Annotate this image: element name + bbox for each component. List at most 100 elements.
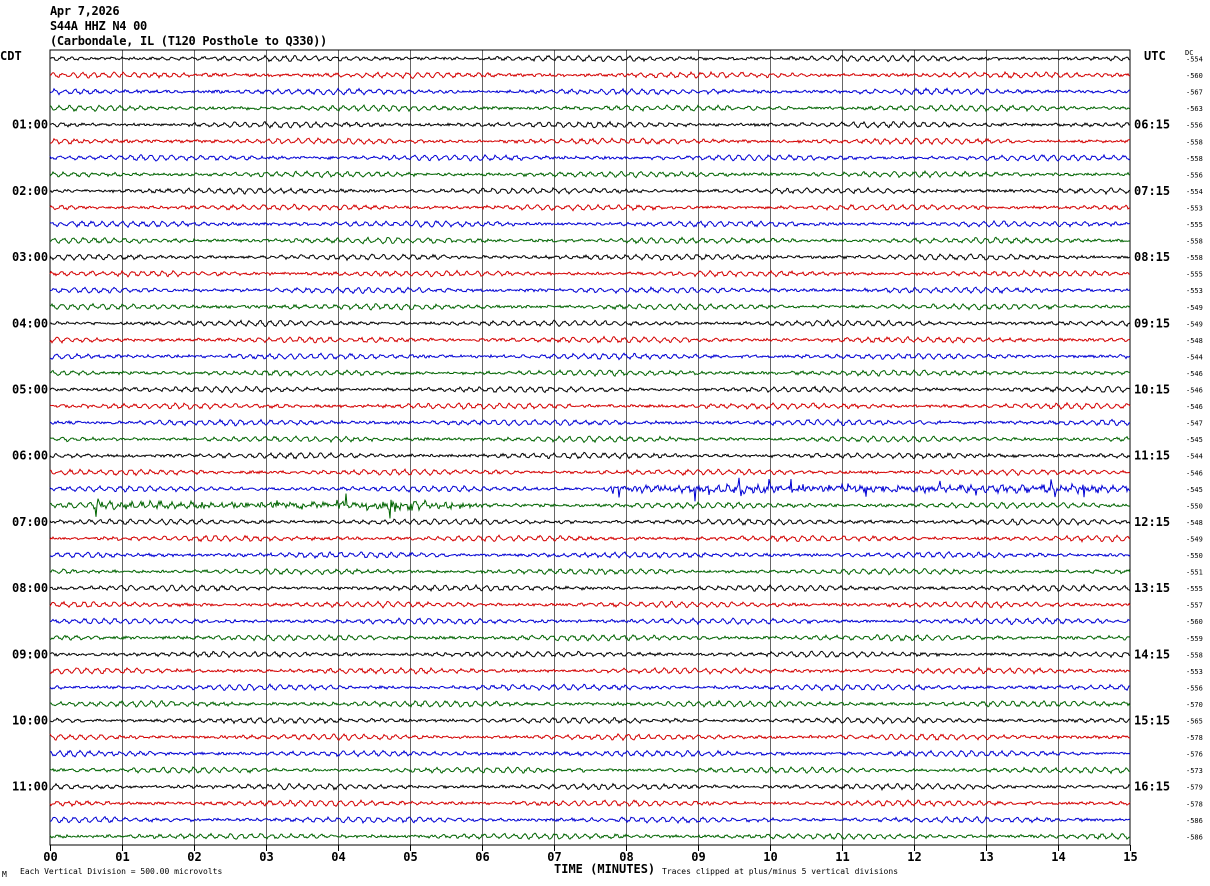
dc-offset-label: -556 (1186, 171, 1203, 179)
trace-row (49, 633, 1131, 642)
x-tick-label: 07 (547, 850, 561, 864)
dc-offset-label: -554 (1186, 56, 1203, 64)
trace-row (49, 253, 1131, 262)
trace-row (49, 732, 1131, 742)
trace-row (49, 203, 1131, 212)
dc-offset-label: -553 (1186, 204, 1203, 212)
dc-offset-label: -586 (1186, 833, 1203, 841)
x-tick-label: 12 (907, 850, 921, 864)
x-axis-title: TIME (MINUTES) (554, 862, 656, 876)
dc-offset-label: -546 (1186, 370, 1203, 378)
dc-offset-label: -557 (1186, 602, 1203, 610)
dc-offset-label: -558 (1186, 155, 1203, 163)
cdt-hour-label: 01:00 (12, 118, 48, 132)
dc-offset-label: -550 (1186, 502, 1203, 510)
x-tick-label: 01 (115, 850, 129, 864)
dc-offset-label: -555 (1186, 585, 1203, 593)
trace-row (49, 120, 1131, 129)
trace-row (49, 477, 1131, 502)
utc-hour-label: 08:15 (1134, 250, 1170, 264)
trace-row (49, 617, 1131, 626)
trace-row (49, 600, 1131, 609)
dc-label: DC (1185, 49, 1194, 57)
seismic-traces: -554 -560 -567 -563 -556 -558 -558 -556 -554 -553… (49, 54, 1203, 841)
trace-row (50, 369, 1131, 378)
trace-row (49, 517, 1131, 527)
dc-offset-label: -551 (1186, 569, 1203, 577)
dc-offset-label: -555 (1186, 221, 1203, 229)
cdt-hour-label: 07:00 (12, 515, 48, 529)
utc-hour-label: 10:15 (1134, 383, 1170, 397)
trace-row (49, 493, 1131, 519)
trace-row (49, 54, 1131, 63)
cdt-hour-label: 06:00 (12, 449, 48, 463)
trace-row (49, 650, 1131, 659)
trace-row (49, 451, 1131, 460)
cdt-hour-label: 05:00 (12, 383, 48, 397)
trace-row (49, 567, 1131, 576)
utc-hour-label: 09:15 (1134, 316, 1170, 330)
dc-offset-label: -545 (1186, 486, 1203, 494)
trace-row (49, 534, 1131, 543)
dc-offset-label: -555 (1186, 271, 1203, 279)
x-tick-label: 02 (187, 850, 201, 864)
cdt-hour-label: 02:00 (12, 184, 48, 198)
dc-offset-label: -546 (1186, 403, 1203, 411)
x-axis-ticks: 00 01 02 03 04 05 06 07 08 09 10 11 12 13 14 15 01:00 06:… (12, 118, 1170, 864)
dc-offset-label: -559 (1186, 635, 1203, 643)
cdt-hour-label: 08:00 (12, 581, 48, 595)
trace-row (49, 219, 1130, 229)
dc-offset-label: -548 (1186, 519, 1203, 527)
x-tick-label: 06 (475, 850, 489, 864)
trace-row (49, 766, 1131, 775)
left-timezone-label: CDT (0, 49, 22, 63)
dc-offset-label: -558 (1186, 238, 1203, 246)
dc-offset-label: -544 (1186, 453, 1203, 461)
trace-row (49, 186, 1131, 196)
trace-row (49, 335, 1131, 344)
dc-offset-label: -578 (1186, 734, 1203, 742)
plot-grid (49, 49, 1131, 846)
dc-offset-label: -549 (1186, 320, 1203, 328)
dc-offset-label: -546 (1186, 387, 1203, 395)
scale-note: Each Vertical Division = 500.00 microvol… (20, 867, 223, 876)
dc-offset-label: -573 (1186, 767, 1203, 775)
dc-offset-label: -578 (1186, 800, 1203, 808)
station-label: S44A HHZ N4 00 (50, 19, 147, 33)
trace-row (49, 799, 1131, 808)
trace-row (49, 269, 1131, 278)
dc-offset-label: -560 (1186, 72, 1203, 80)
trace-row (49, 435, 1131, 444)
trace-row (49, 583, 1131, 593)
x-tick-label: 04 (331, 850, 345, 864)
dc-offset-label: -553 (1186, 287, 1203, 295)
trace-row (49, 683, 1131, 692)
trace-row (49, 104, 1131, 113)
dc-offset-label: -553 (1186, 668, 1203, 676)
x-tick-label: 08 (619, 850, 633, 864)
dc-offset-label: -558 (1186, 651, 1203, 659)
trace-row (49, 319, 1131, 328)
trace-row (49, 782, 1131, 791)
trace-row (49, 70, 1131, 80)
footer-mark: M (2, 870, 7, 879)
x-tick-label: 05 (403, 850, 417, 864)
trace-row (49, 699, 1131, 708)
cdt-hour-label: 11:00 (12, 780, 48, 794)
trace-row (49, 401, 1131, 411)
trace-row (50, 716, 1131, 725)
x-tick-label: 10 (763, 850, 777, 864)
trace-row (49, 285, 1131, 295)
cdt-hour-label: 09:00 (12, 647, 48, 661)
dc-offset-label: -549 (1186, 304, 1203, 312)
location-label: (Carbondale, IL (T120 Posthole to Q330)) (50, 34, 327, 48)
x-tick-label: 15 (1123, 850, 1137, 864)
dc-offset-label: -554 (1186, 188, 1203, 196)
trace-row (49, 352, 1131, 361)
dc-offset-label: -565 (1186, 718, 1203, 726)
dc-offset-label: -556 (1186, 684, 1203, 692)
x-tick-label: 13 (979, 850, 993, 864)
trace-row (49, 749, 1131, 758)
dc-offset-label: -576 (1186, 751, 1203, 759)
